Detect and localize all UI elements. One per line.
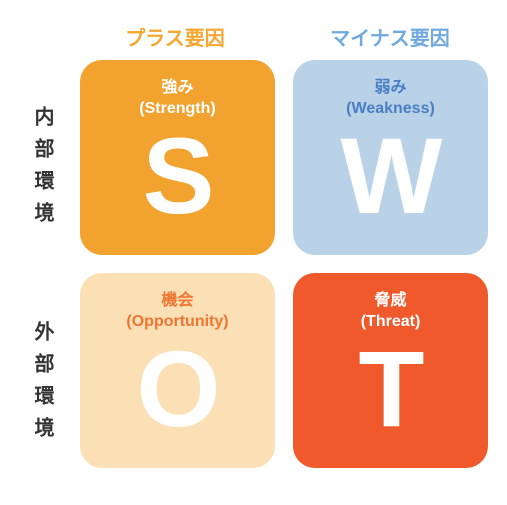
quadrant-threat-jp: 脅威 xyxy=(374,291,406,312)
row-header-internal: 内部環境 xyxy=(28,90,57,250)
row-header-external: 外部環境 xyxy=(28,305,57,465)
quadrant-strength: 強み (Strength) S xyxy=(80,60,275,255)
quadrant-strength-letter: S xyxy=(142,122,212,230)
col-header-plus: プラス要因 xyxy=(85,22,265,51)
quadrant-threat: 脅威 (Threat) T xyxy=(293,273,488,468)
quadrant-opportunity-jp: 機会 xyxy=(161,291,193,312)
quadrant-opportunity-letter: O xyxy=(136,335,218,443)
quadrant-threat-letter: T xyxy=(359,335,423,443)
quadrant-strength-jp: 強み xyxy=(161,78,193,99)
quadrant-weakness-letter: W xyxy=(341,122,441,230)
quadrant-weakness: 弱み (Weakness) W xyxy=(293,60,488,255)
col-header-minus: マイナス要因 xyxy=(300,22,480,51)
quadrant-opportunity: 機会 (Opportunity) O xyxy=(80,273,275,468)
quadrant-weakness-jp: 弱み xyxy=(374,78,406,99)
